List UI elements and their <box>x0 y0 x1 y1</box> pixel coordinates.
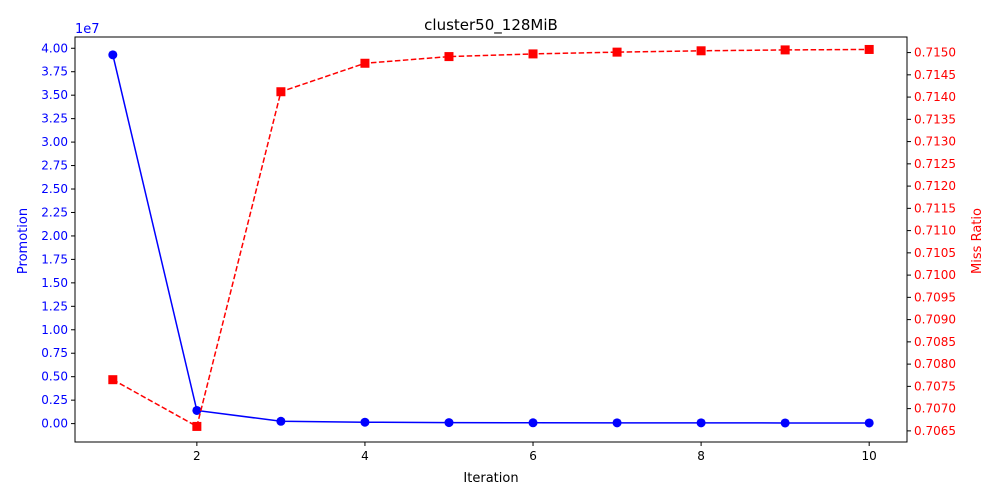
y-right-tick-label: 0.7075 <box>914 379 956 393</box>
series-right-point <box>108 375 118 385</box>
series-right-point <box>444 52 454 62</box>
series-left-point <box>780 418 790 428</box>
series-left-point <box>528 418 538 428</box>
y-right-tick-label: 0.7115 <box>914 201 956 215</box>
y-right-tick-label: 0.7065 <box>914 424 956 438</box>
y-left-tick-label: 0.00 <box>41 417 68 431</box>
x-tick-label: 6 <box>529 449 537 463</box>
y-left-tick-label: 1.50 <box>41 276 68 290</box>
series-right-point <box>528 49 538 59</box>
series-right-point <box>780 45 790 55</box>
y-left-tick-label: 2.50 <box>41 182 68 196</box>
y-right-tick-label: 0.7090 <box>914 313 956 327</box>
y-left-tick-label: 4.00 <box>41 41 68 55</box>
series-left-point <box>864 418 874 428</box>
y-axis-right-label: Miss Ratio <box>970 208 985 274</box>
y-left-tick-label: 1.75 <box>41 252 68 266</box>
y-left-tick-label: 3.50 <box>41 88 68 102</box>
series-right-line <box>112 48 870 428</box>
series-left-line <box>112 54 870 424</box>
x-axis-label: Iteration <box>463 471 518 486</box>
y-left-tick-label: 0.75 <box>41 346 68 360</box>
y-left-tick-label: 0.50 <box>41 370 68 384</box>
x-tick-label: 4 <box>361 449 369 463</box>
y-left-tick-label: 2.00 <box>41 229 68 243</box>
y-right-tick-label: 0.7125 <box>914 157 956 171</box>
y-right-tick-label: 0.7130 <box>914 135 956 149</box>
series-left-point <box>612 418 622 428</box>
y-left-tick-label: 3.75 <box>41 65 68 79</box>
series-right-point <box>276 87 286 97</box>
series-right-point <box>864 44 874 54</box>
y-right-tick-label: 0.7095 <box>914 290 956 304</box>
y-right-tick-label: 0.7150 <box>914 46 956 60</box>
y-right-tick-label: 0.7135 <box>914 112 956 126</box>
y-left-tick-label: 3.25 <box>41 112 68 126</box>
series-left-point <box>444 418 454 428</box>
y-right-tick-label: 0.7070 <box>914 402 956 416</box>
y-left-tick-label: 1.25 <box>41 299 68 313</box>
plot-frame <box>74 36 908 443</box>
series-left-point <box>192 405 202 415</box>
y-left-tick-label: 3.00 <box>41 135 68 149</box>
series-right-point <box>360 58 370 68</box>
plot-area: 2 4 6 8 10 0.00 0.25 0.50 0.75 1.00 1.25 1.50 1.75 2.… <box>41 36 956 463</box>
y-right-tick-label: 0.7100 <box>914 268 956 282</box>
y-right-tick-label: 0.7080 <box>914 357 956 371</box>
series-left-point <box>360 417 370 427</box>
y-left-tick-label: 2.75 <box>41 159 68 173</box>
y-right-tick-label: 0.7120 <box>914 179 956 193</box>
y-right-tick-label: 0.7105 <box>914 246 956 260</box>
y-right-tick-label: 0.7085 <box>914 335 956 349</box>
y-right-tick-label: 0.7110 <box>914 224 956 238</box>
series-right-point <box>192 421 202 431</box>
x-tick-label: 8 <box>697 449 705 463</box>
series-left-point <box>276 416 286 426</box>
y-axis-left-offset-label: 1e7 <box>75 22 100 37</box>
y-axis-left-label: Promotion <box>16 208 31 274</box>
series-left-point <box>696 418 706 428</box>
series-right-point <box>696 46 706 56</box>
x-tick-label: 10 <box>862 449 877 463</box>
y-right-tick-label: 0.7145 <box>914 68 956 82</box>
series-right-point <box>612 47 622 57</box>
y-left-tick-label: 2.25 <box>41 205 68 219</box>
chart-title: cluster50_128MiB <box>424 16 558 35</box>
y-right-tick-label: 0.7140 <box>914 90 956 104</box>
y-left-tick-label: 0.25 <box>41 393 68 407</box>
x-tick-label: 2 <box>193 449 201 463</box>
y-left-tick-label: 1.00 <box>41 323 68 337</box>
series-left-point <box>108 50 118 60</box>
